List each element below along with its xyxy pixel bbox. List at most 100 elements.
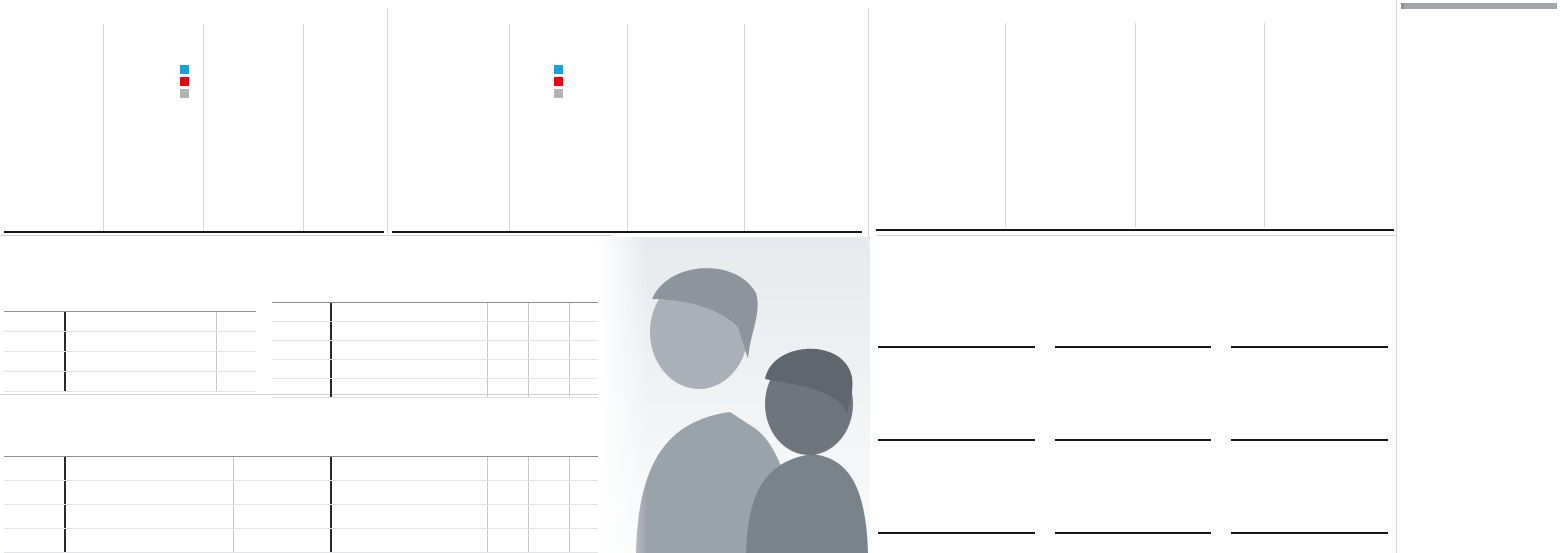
table-row: [272, 379, 610, 398]
time-groups: [4, 24, 384, 233]
table-cell: [569, 529, 610, 552]
sector-bars: [1054, 282, 1212, 348]
table-cell: [233, 505, 274, 528]
bar-group: [111, 27, 200, 231]
table-rows: [272, 302, 610, 398]
sector-bars: [878, 282, 1035, 348]
bar-column: [142, 230, 169, 231]
row-bar-zone: [330, 457, 447, 480]
bar-column: [792, 230, 819, 231]
table-cell: [193, 505, 233, 528]
pm-time-group: [1264, 23, 1394, 227]
table-rows: [4, 456, 274, 553]
candidate-bar-row: [1273, 90, 1392, 103]
row-bar-zone: [64, 352, 177, 371]
table-cell: [233, 481, 274, 504]
table-cell: [528, 360, 569, 378]
row-cells: [447, 341, 610, 359]
candidate-bar-row: [1014, 107, 1133, 120]
bar-column: [823, 230, 850, 231]
pm-item: [1014, 107, 1133, 120]
row-label: [272, 505, 330, 528]
photo-mitsotakis-tsipras: [598, 237, 870, 553]
identity-title: [1401, 3, 1557, 9]
bar-column: [273, 230, 300, 231]
pm-item: [1014, 124, 1133, 137]
bar-column: [526, 230, 553, 231]
group-description: [1144, 26, 1263, 69]
table-cell: [487, 529, 528, 552]
table-cell: [569, 481, 610, 504]
table-rows: [272, 456, 610, 553]
pm-item: [1144, 107, 1263, 120]
bar: [332, 509, 335, 524]
group-description: [1273, 26, 1392, 69]
row-bar-zone: [64, 505, 193, 528]
table-cell: [569, 505, 610, 528]
row-label: [272, 360, 330, 378]
legend-swatch-icon: [554, 89, 563, 98]
table-cell: [569, 322, 610, 340]
row-bar-zone: [330, 481, 447, 504]
time-group: [103, 24, 203, 231]
table-cell: [447, 322, 487, 340]
candidate-bar-row: [1144, 73, 1263, 86]
bar-column: [910, 345, 937, 346]
table-row: [272, 529, 610, 553]
row-bar-zone: [330, 505, 447, 528]
panel-mitsotakis-consistency: [272, 240, 610, 398]
bar-column: [761, 230, 788, 231]
candidate-bar-row: [884, 107, 1003, 120]
pm-time-group: [876, 23, 1005, 227]
pm-item: [884, 107, 1003, 120]
divider: [0, 394, 612, 395]
legend-swatch-icon: [180, 77, 189, 86]
table-cell: [569, 360, 610, 378]
sector-chart: [878, 274, 1039, 367]
row-cells: [447, 379, 610, 397]
table-cell: [528, 303, 569, 321]
bar: [332, 461, 335, 476]
table-row: [4, 352, 256, 372]
sector-chart: [1054, 274, 1216, 367]
row-cells: [447, 505, 610, 528]
table-row: [4, 332, 256, 352]
table-cell: [447, 457, 487, 480]
pm-items: [1014, 73, 1133, 137]
candidate-bar-row: [1144, 124, 1263, 137]
legend-swatch-icon: [554, 65, 563, 74]
panel-mitsotakis-opinion: [4, 398, 274, 553]
bar: [66, 314, 69, 329]
sector-chart: [878, 367, 1039, 460]
sector-bars: [1054, 468, 1212, 534]
pm-item: [1273, 90, 1392, 103]
divider: [876, 235, 1396, 236]
chart-legend: [180, 65, 193, 101]
bar: [332, 344, 335, 357]
row-cells: [447, 481, 610, 504]
bar: [332, 533, 335, 548]
row-bar-zone: [64, 529, 193, 552]
bar-column: [878, 345, 905, 346]
pm-item: [1014, 73, 1133, 86]
table-cell: [233, 457, 274, 480]
pm-item: [1273, 124, 1392, 137]
legend-item: [554, 77, 567, 86]
row-label: [272, 341, 330, 359]
table-cell: [528, 481, 569, 504]
legend-item: [180, 89, 193, 98]
chart-legend: [554, 65, 567, 101]
time-group: [303, 24, 403, 231]
bar-column: [643, 230, 670, 231]
row-label: [4, 372, 64, 391]
pm-items: [884, 73, 1003, 137]
table-cell: [447, 379, 487, 397]
bar-column: [11, 230, 38, 231]
table-cell: [528, 322, 569, 340]
table-cell: [447, 481, 487, 504]
bar-column: [211, 230, 238, 231]
table-cell: [233, 529, 274, 552]
panel-survey-identity: [1401, 3, 1557, 551]
bar-column: [705, 230, 732, 231]
row-label: [272, 322, 330, 340]
